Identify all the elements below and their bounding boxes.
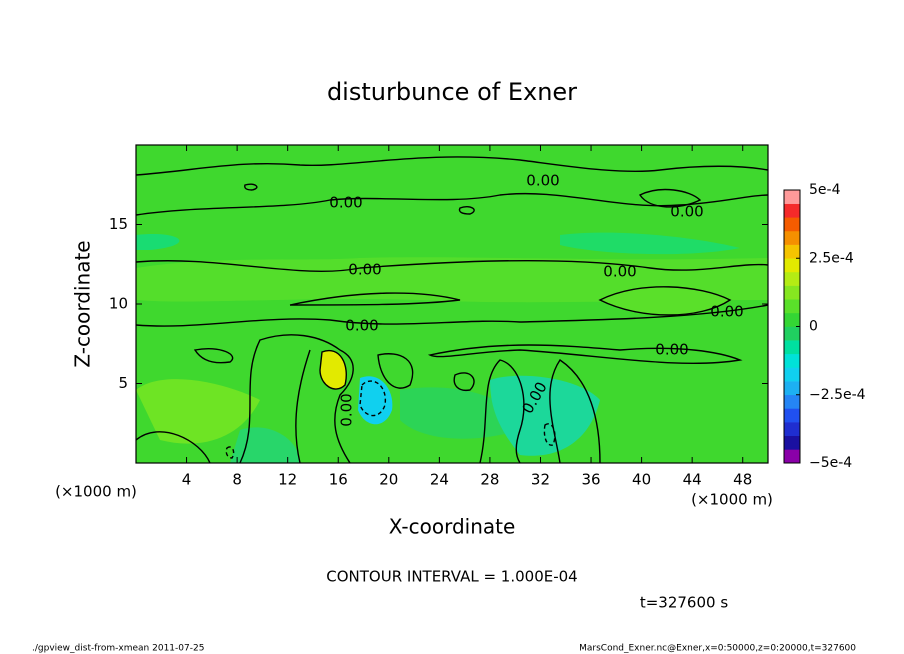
colorbar-bin xyxy=(784,367,800,382)
colorbar-bin xyxy=(784,312,800,327)
contour-label: 0.00 xyxy=(329,194,362,212)
contour-label: 0.00 xyxy=(603,263,636,281)
contour-label: 0.00 xyxy=(348,261,381,279)
footer-right: MarsCond_Exner.nc@Exner,x=0:50000,z=0:20… xyxy=(579,644,856,654)
time-label: t=327600 s xyxy=(640,594,728,612)
colorbar-tick-label: 2.5e-4 xyxy=(809,250,854,266)
contour-label: 0.00 xyxy=(526,172,559,190)
colorbar-bin xyxy=(784,190,800,204)
x-unit: (×1000 m) xyxy=(55,483,137,501)
x-axis-label: X-coordinate xyxy=(389,515,516,539)
colorbar-bin xyxy=(784,422,800,436)
colorbar-bin xyxy=(784,217,800,232)
colorbar-tick-label: −2.5e-4 xyxy=(809,387,866,403)
field xyxy=(136,145,768,463)
colorbar-bin xyxy=(784,394,800,409)
colorbar-bin xyxy=(784,230,800,245)
x-tick-label: 36 xyxy=(581,471,600,489)
x-tick-label: 48 xyxy=(733,471,752,489)
colorbar-bin xyxy=(784,381,800,396)
contour-label: 0.00 xyxy=(338,393,356,426)
colorbar-bin xyxy=(784,244,800,259)
colorbar-tick-label: 5e-4 xyxy=(809,182,841,198)
colorbar-bin xyxy=(784,258,800,273)
footer-left: ./gpview_dist-from-xmean 2011-07-25 xyxy=(32,644,204,654)
colorbar-bin xyxy=(784,203,800,218)
colorbar-tick-label: −5e-4 xyxy=(809,455,852,471)
x-tick-label: 16 xyxy=(329,471,348,489)
colorbar-bin xyxy=(784,408,800,423)
y-tick-label: 5 xyxy=(118,374,128,392)
x-tick-label: 4 xyxy=(182,471,192,489)
colorbar-tick-label: 0 xyxy=(809,319,818,335)
colorbar-bin xyxy=(784,449,800,464)
colorbar-bin xyxy=(784,326,800,341)
contour-label: 0.00 xyxy=(345,317,378,335)
colorbar-bin xyxy=(784,340,800,355)
colorbar-bin xyxy=(784,353,800,368)
contour-label: 0.00 xyxy=(670,203,703,221)
y-tick-label: 10 xyxy=(109,295,128,313)
x-unit: (×1000 m) xyxy=(691,491,773,509)
colorbar-bin xyxy=(784,435,800,450)
x-tick-label: 40 xyxy=(632,471,651,489)
colorbar-bin xyxy=(784,285,800,300)
contour-interval: CONTOUR INTERVAL = 1.000E-04 xyxy=(326,568,577,586)
chart-title: disturbunce of Exner xyxy=(327,78,577,106)
contour-label: 0.00 xyxy=(655,341,688,359)
contour-label: 0.00 xyxy=(710,303,743,321)
x-tick-label: 32 xyxy=(531,471,550,489)
colorbar-bin xyxy=(784,299,800,314)
y-tick-label: 15 xyxy=(109,215,128,233)
x-tick-label: 20 xyxy=(379,471,398,489)
colorbar-bin xyxy=(784,271,800,286)
x-tick-label: 12 xyxy=(278,471,297,489)
contour-lines xyxy=(135,156,769,464)
y-axis-label: Z-coordinate xyxy=(71,240,95,367)
x-tick-label: 44 xyxy=(683,471,702,489)
x-tick-label: 8 xyxy=(232,471,242,489)
x-tick-label: 28 xyxy=(480,471,499,489)
x-tick-label: 24 xyxy=(430,471,449,489)
